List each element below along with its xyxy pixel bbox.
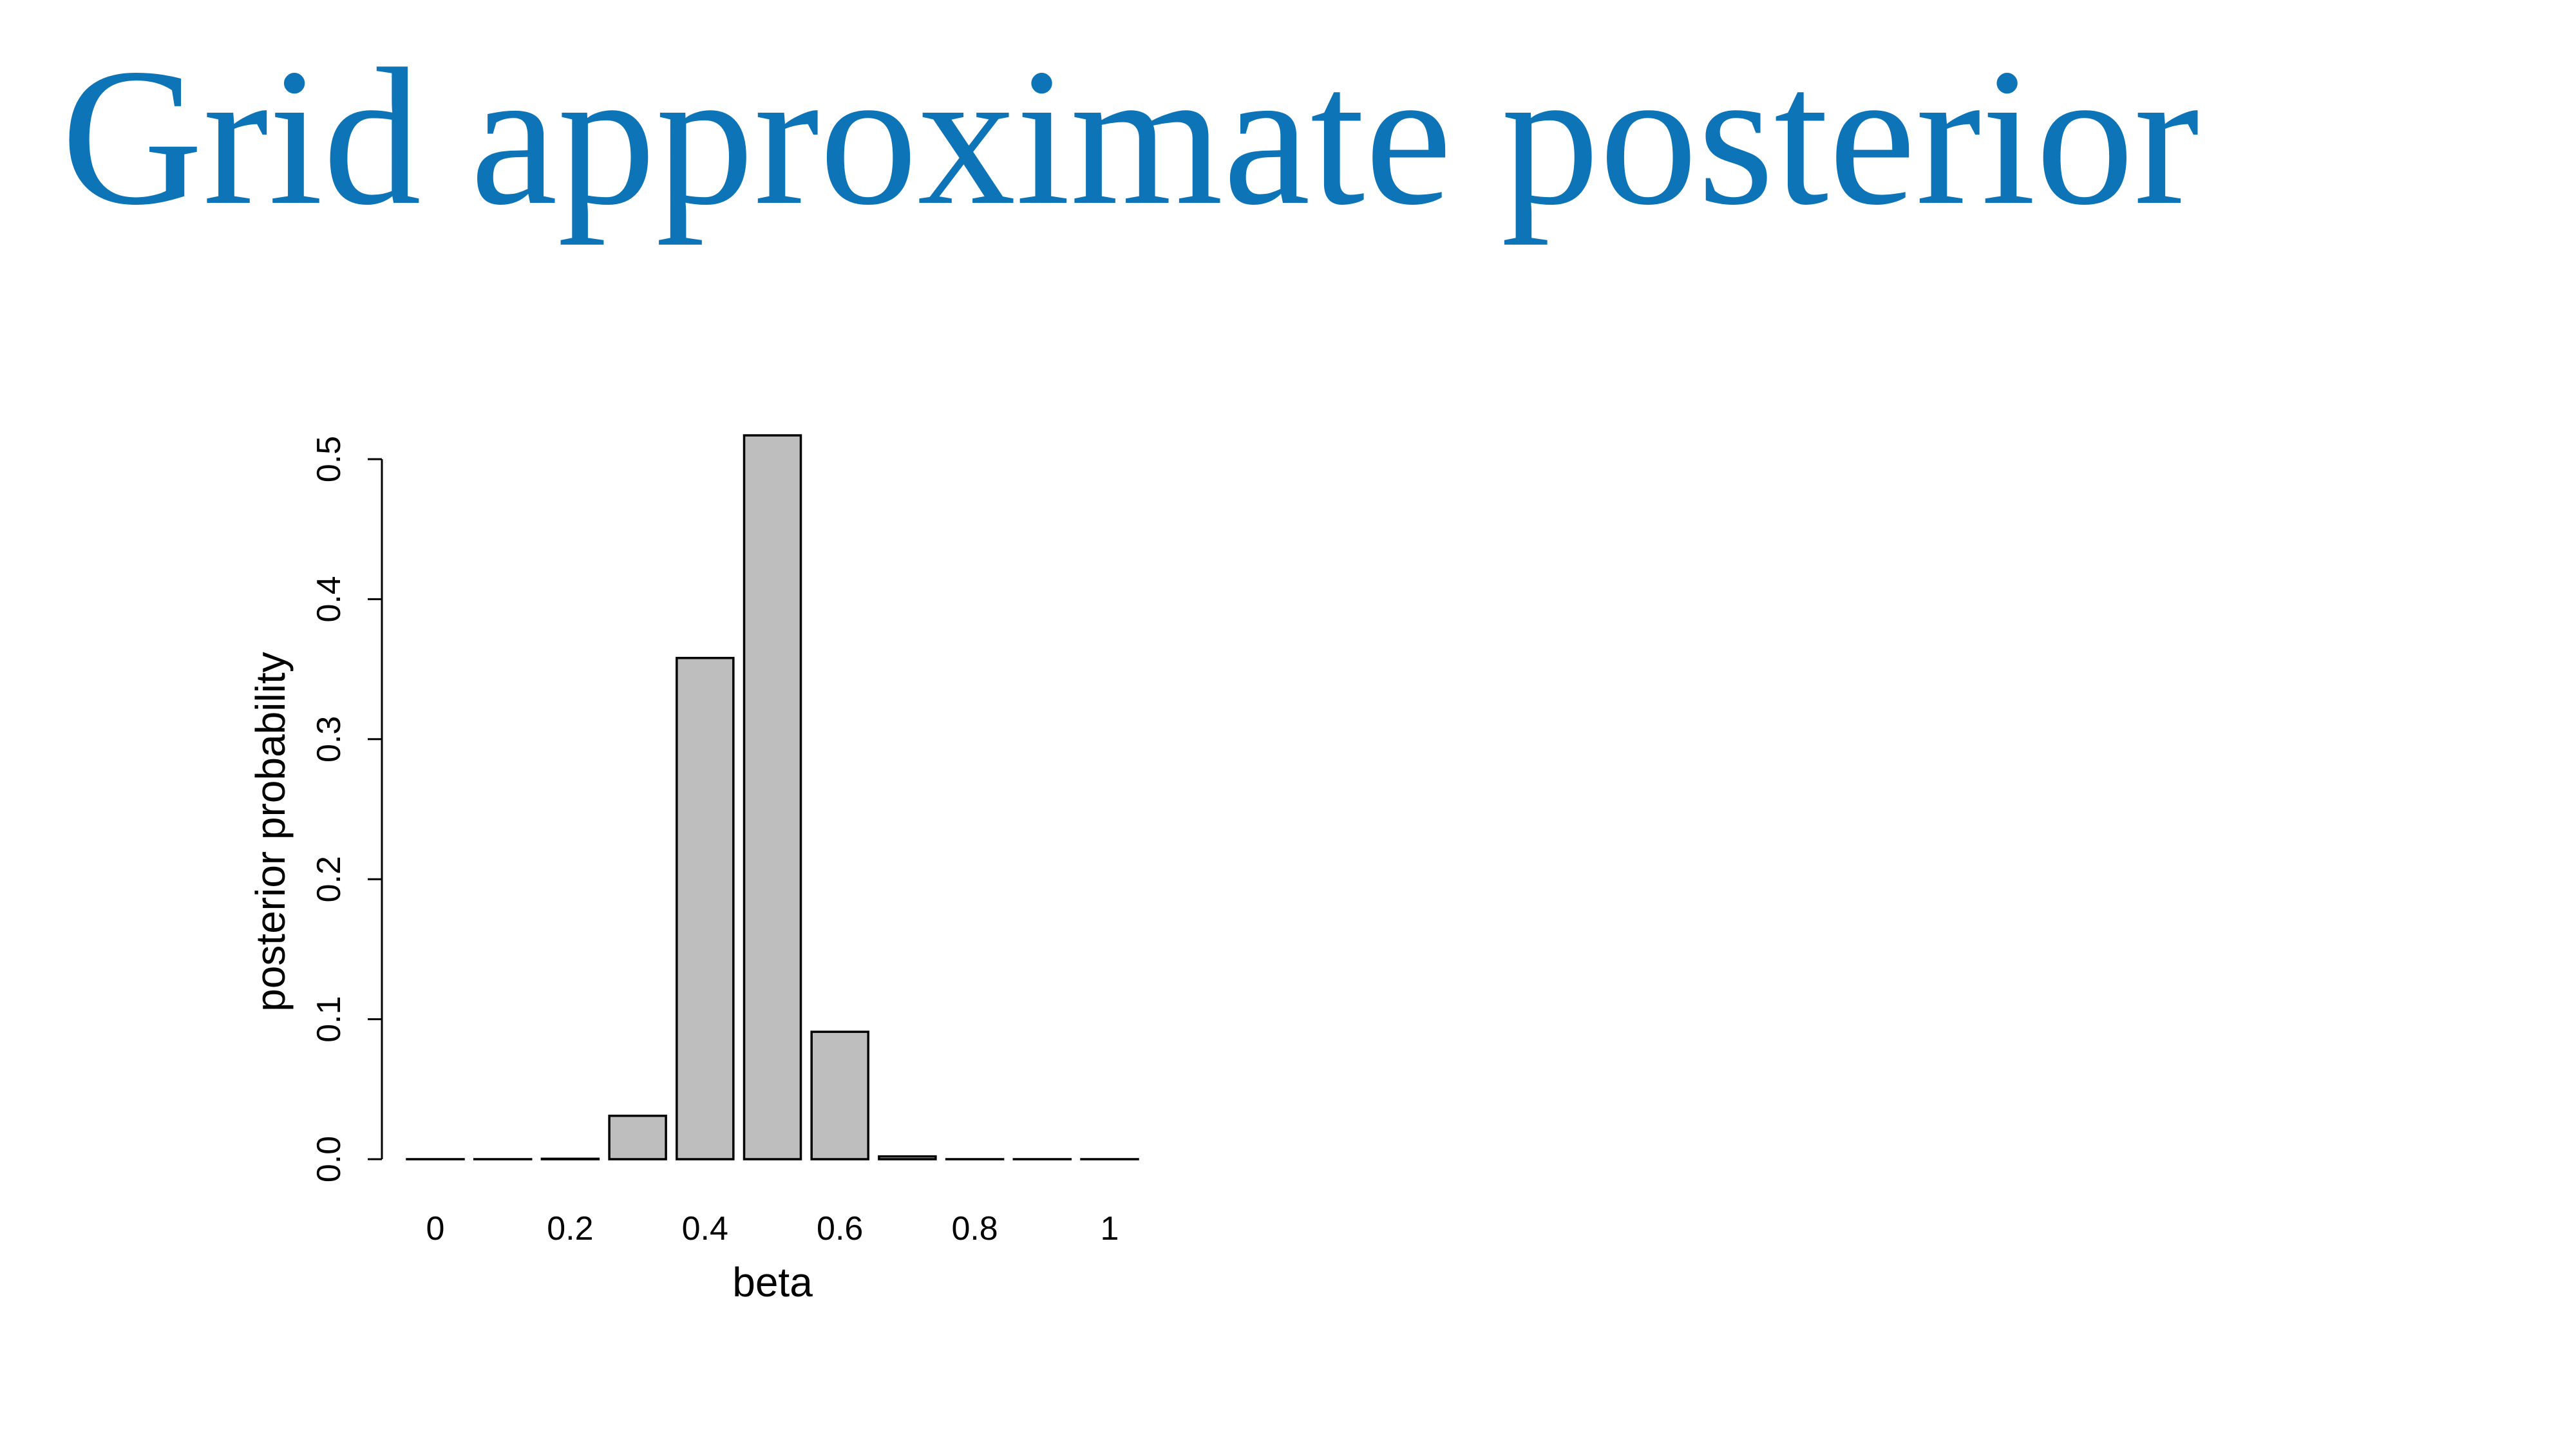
bar-0-3 [608, 1114, 667, 1160]
y-axis: 0.0 0.1 0.2 0.3 0.4 0.5 [310, 436, 383, 1182]
y-tick-label: 0.1 [310, 996, 348, 1042]
x-tick-label: 0.8 [951, 1210, 998, 1247]
x-tick-label: 0.2 [547, 1210, 593, 1247]
y-tick-label: 0.2 [310, 856, 348, 902]
x-axis-title: beta [732, 1259, 813, 1305]
bar-0-4 [676, 656, 735, 1160]
bar-0-5 [743, 434, 802, 1160]
bar-0-7 [878, 1155, 937, 1160]
x-tick-label: 0.6 [817, 1210, 863, 1247]
bars [406, 434, 1139, 1160]
y-tick-label: 0.5 [310, 436, 348, 482]
y-tick-label: 0.4 [310, 576, 348, 622]
slide-title: Grid approximate posterior [61, 28, 2200, 245]
y-axis-title: posterior probability [247, 652, 294, 1012]
x-axis-labels: 0 0.2 0.4 0.6 0.8 1 [426, 1210, 1119, 1247]
x-tick-label: 0 [426, 1210, 445, 1247]
x-tick-label: 1 [1101, 1210, 1119, 1247]
bar-0-6 [810, 1030, 869, 1160]
y-tick-label: 0.0 [310, 1136, 348, 1182]
x-tick-label: 0.4 [682, 1210, 728, 1247]
y-tick-label: 0.3 [310, 716, 348, 762]
